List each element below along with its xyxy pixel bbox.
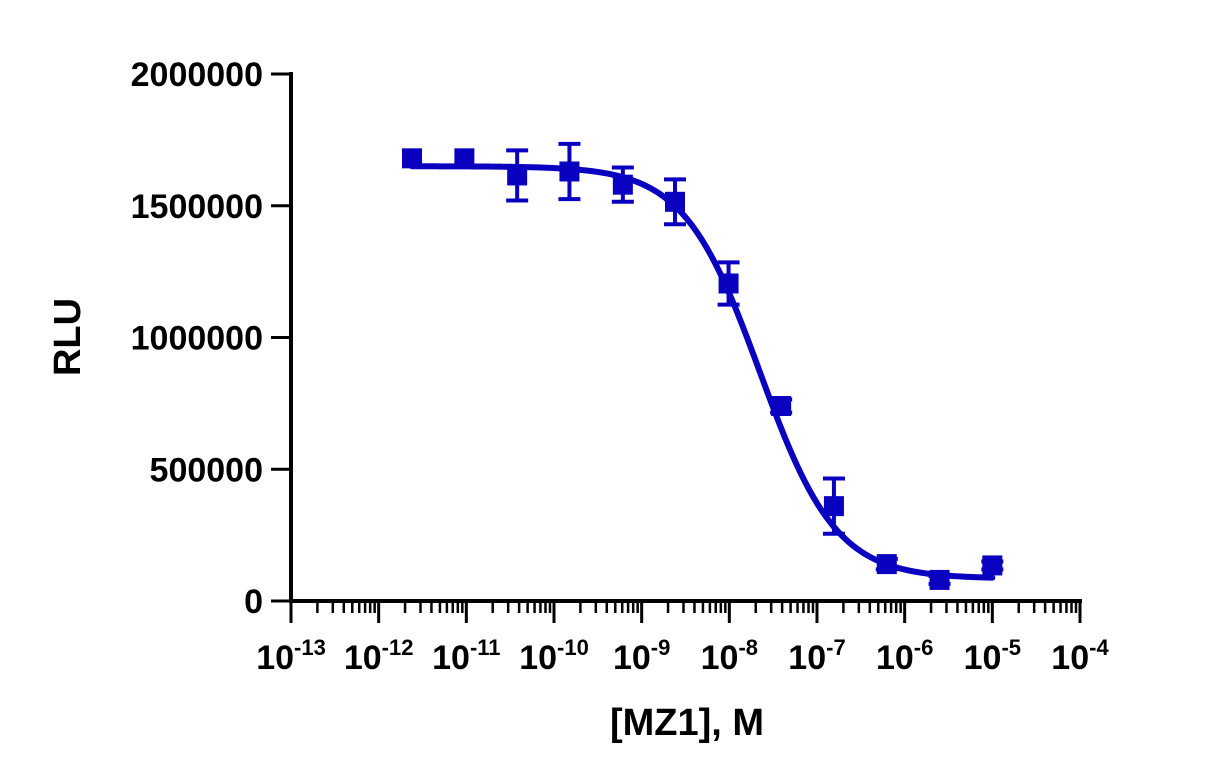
y-axis: 0 500000 1000000 1500000 2000000 xyxy=(131,56,293,621)
y-tick-label: 2000000 xyxy=(131,56,263,94)
x-tick-label: 10-12 xyxy=(344,635,414,677)
data-point xyxy=(982,555,1003,576)
y-tick-label: 500000 xyxy=(150,451,263,489)
x-tick-label: 10-5 xyxy=(964,635,1021,677)
data-point xyxy=(454,148,475,169)
x-tick-label: 10-11 xyxy=(432,635,500,677)
x-tick-label: 10-13 xyxy=(256,635,326,677)
x-tick-label: 10-4 xyxy=(1051,635,1109,677)
y-axis-title: RLU xyxy=(47,298,89,376)
x-tick-label: 10-10 xyxy=(519,635,589,677)
y-tick-label: 1500000 xyxy=(131,188,263,226)
data-point xyxy=(664,191,685,212)
x-tick-label: 10-8 xyxy=(701,635,758,677)
y-tick-label: 0 xyxy=(244,583,263,621)
data-point xyxy=(876,554,897,575)
x-tick-label: 10-9 xyxy=(613,635,670,677)
data-point xyxy=(559,161,580,182)
data-points xyxy=(401,148,1003,590)
x-tick-label: 10-7 xyxy=(788,635,845,677)
data-point xyxy=(771,396,792,417)
y-tick-label: 1000000 xyxy=(131,320,263,358)
data-point xyxy=(507,165,528,186)
fit-curve-layer xyxy=(409,163,996,581)
fit-curve xyxy=(409,163,996,581)
data-point xyxy=(929,569,950,590)
data-point xyxy=(612,174,633,195)
data-point xyxy=(823,496,844,517)
x-axis: 10-13 10-12 10-11 10-10 10-9 10-8 10-7 10-6 10-5… xyxy=(256,599,1109,677)
x-tick-label: 10-6 xyxy=(876,635,933,677)
data-point xyxy=(401,148,422,169)
data-point xyxy=(718,273,739,294)
x-axis-title: [MZ1], M xyxy=(610,702,764,744)
